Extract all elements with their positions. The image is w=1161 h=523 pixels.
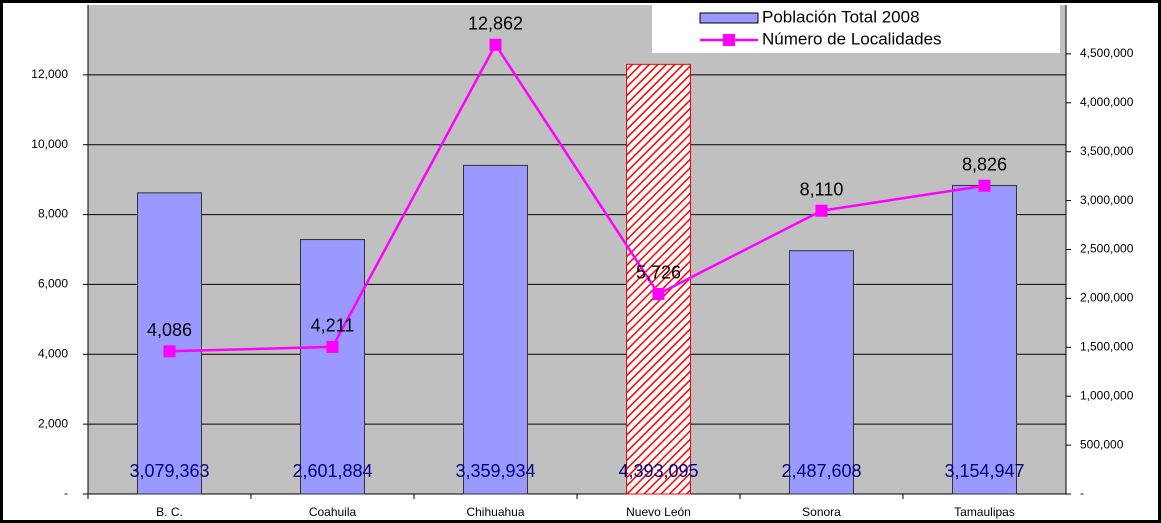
y2-tick-label: 4,000,000 xyxy=(1080,95,1134,109)
bar xyxy=(300,239,365,495)
bar-value-label: 3,359,934 xyxy=(455,461,535,481)
line-marker xyxy=(652,287,665,300)
bar-value-label: 2,487,608 xyxy=(781,461,861,481)
line-value-label: 4,211 xyxy=(311,316,355,336)
line-value-label: 12,862 xyxy=(468,13,523,33)
bar-value-label: 4,393,095 xyxy=(618,461,698,481)
y-tick-label: 8,000 xyxy=(38,207,68,221)
line-value-label: 5,726 xyxy=(636,263,681,283)
y2-tick-label: 1,500,000 xyxy=(1080,339,1134,353)
y2-tick-label: - xyxy=(1080,486,1084,500)
bar xyxy=(137,192,202,495)
y-tick-label: 10,000 xyxy=(31,137,68,151)
bar-value-label: 2,601,884 xyxy=(292,461,372,481)
plot-area xyxy=(88,5,1066,494)
bar-value-label: 3,079,363 xyxy=(129,461,209,481)
legend-swatch xyxy=(723,34,735,46)
legend-swatch xyxy=(699,12,759,24)
y2-tick-label: 3,000,000 xyxy=(1080,193,1134,207)
x-tick-label: Sonora xyxy=(802,505,841,519)
legend-label: Población Total 2008 xyxy=(762,7,920,26)
bar xyxy=(463,164,528,495)
y2-tick-label: 1,000,000 xyxy=(1080,388,1134,402)
y2-tick-label: 2,000,000 xyxy=(1080,291,1134,305)
line-value-label: 4,086 xyxy=(147,320,192,340)
y2-tick-label: 3,500,000 xyxy=(1080,144,1134,158)
line-value-label: 8,826 xyxy=(962,154,1007,174)
line-marker xyxy=(978,179,991,192)
line-marker xyxy=(326,340,339,353)
x-tick-label: Nuevo León xyxy=(626,505,691,519)
x-tick-label: B. C. xyxy=(156,505,183,519)
y2-tick-label: 2,500,000 xyxy=(1080,242,1134,256)
x-tick-label: Coahuila xyxy=(309,505,357,519)
line-value-label: 8,110 xyxy=(800,179,844,199)
y2-tick-label: 4,500,000 xyxy=(1080,46,1134,60)
x-tick-label: Chihuahua xyxy=(466,505,524,519)
legend-label: Número de Localidades xyxy=(762,29,942,48)
y-tick-label: 12,000 xyxy=(31,67,68,81)
line xyxy=(169,42,985,353)
line-marker xyxy=(489,38,502,51)
y2-tick-label: 500,000 xyxy=(1080,437,1124,451)
x-tick-label: Tamaulipas xyxy=(954,505,1015,519)
line-marker xyxy=(163,345,176,358)
y-tick-label: 4,000 xyxy=(38,346,68,360)
bar xyxy=(789,250,854,495)
y-tick-label: 2,000 xyxy=(38,416,68,430)
bar xyxy=(952,184,1017,495)
y-tick-label: - xyxy=(64,486,68,500)
bar-value-label: 3,154,947 xyxy=(944,461,1024,481)
line-marker xyxy=(815,204,828,217)
y-tick-label: 6,000 xyxy=(38,277,68,291)
bar xyxy=(626,63,691,495)
